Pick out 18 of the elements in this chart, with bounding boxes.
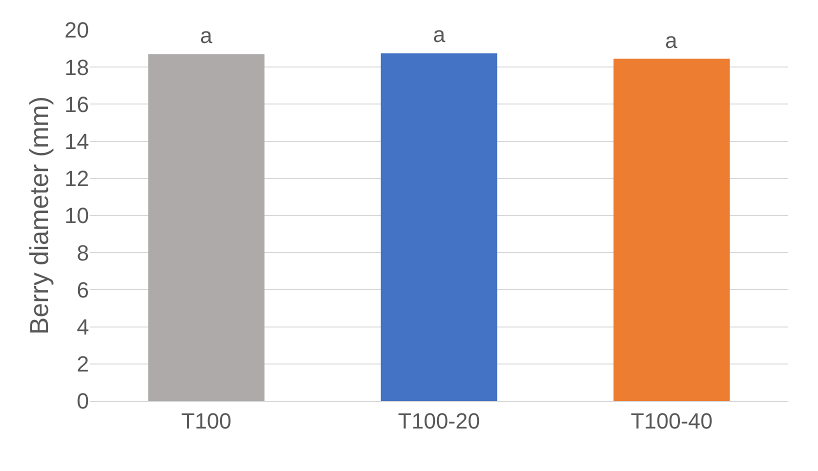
annotation: a — [433, 22, 446, 47]
y-tick-label: 0 — [76, 388, 89, 414]
y-tick-label: 14 — [64, 129, 89, 154]
y-tick-label: 6 — [76, 277, 89, 302]
y-tick-label: 10 — [64, 203, 89, 228]
y-tick-label: 18 — [64, 54, 89, 80]
y-axis-title: Berry diameter (mm) — [24, 96, 54, 335]
y-tick-label: 4 — [76, 314, 89, 340]
y-tick-label: 16 — [64, 92, 89, 117]
y-tick-label: 20 — [64, 18, 89, 43]
annotation: a — [200, 23, 213, 48]
y-tick-label: 2 — [76, 352, 89, 377]
annotation: a — [665, 28, 678, 53]
x-tick-label: T100-20 — [398, 408, 480, 434]
y-tick-label: 12 — [64, 166, 89, 192]
x-tick-label: T100-40 — [630, 408, 713, 434]
x-tick-label: T100 — [181, 408, 232, 434]
y-tick-label: 8 — [76, 240, 89, 266]
